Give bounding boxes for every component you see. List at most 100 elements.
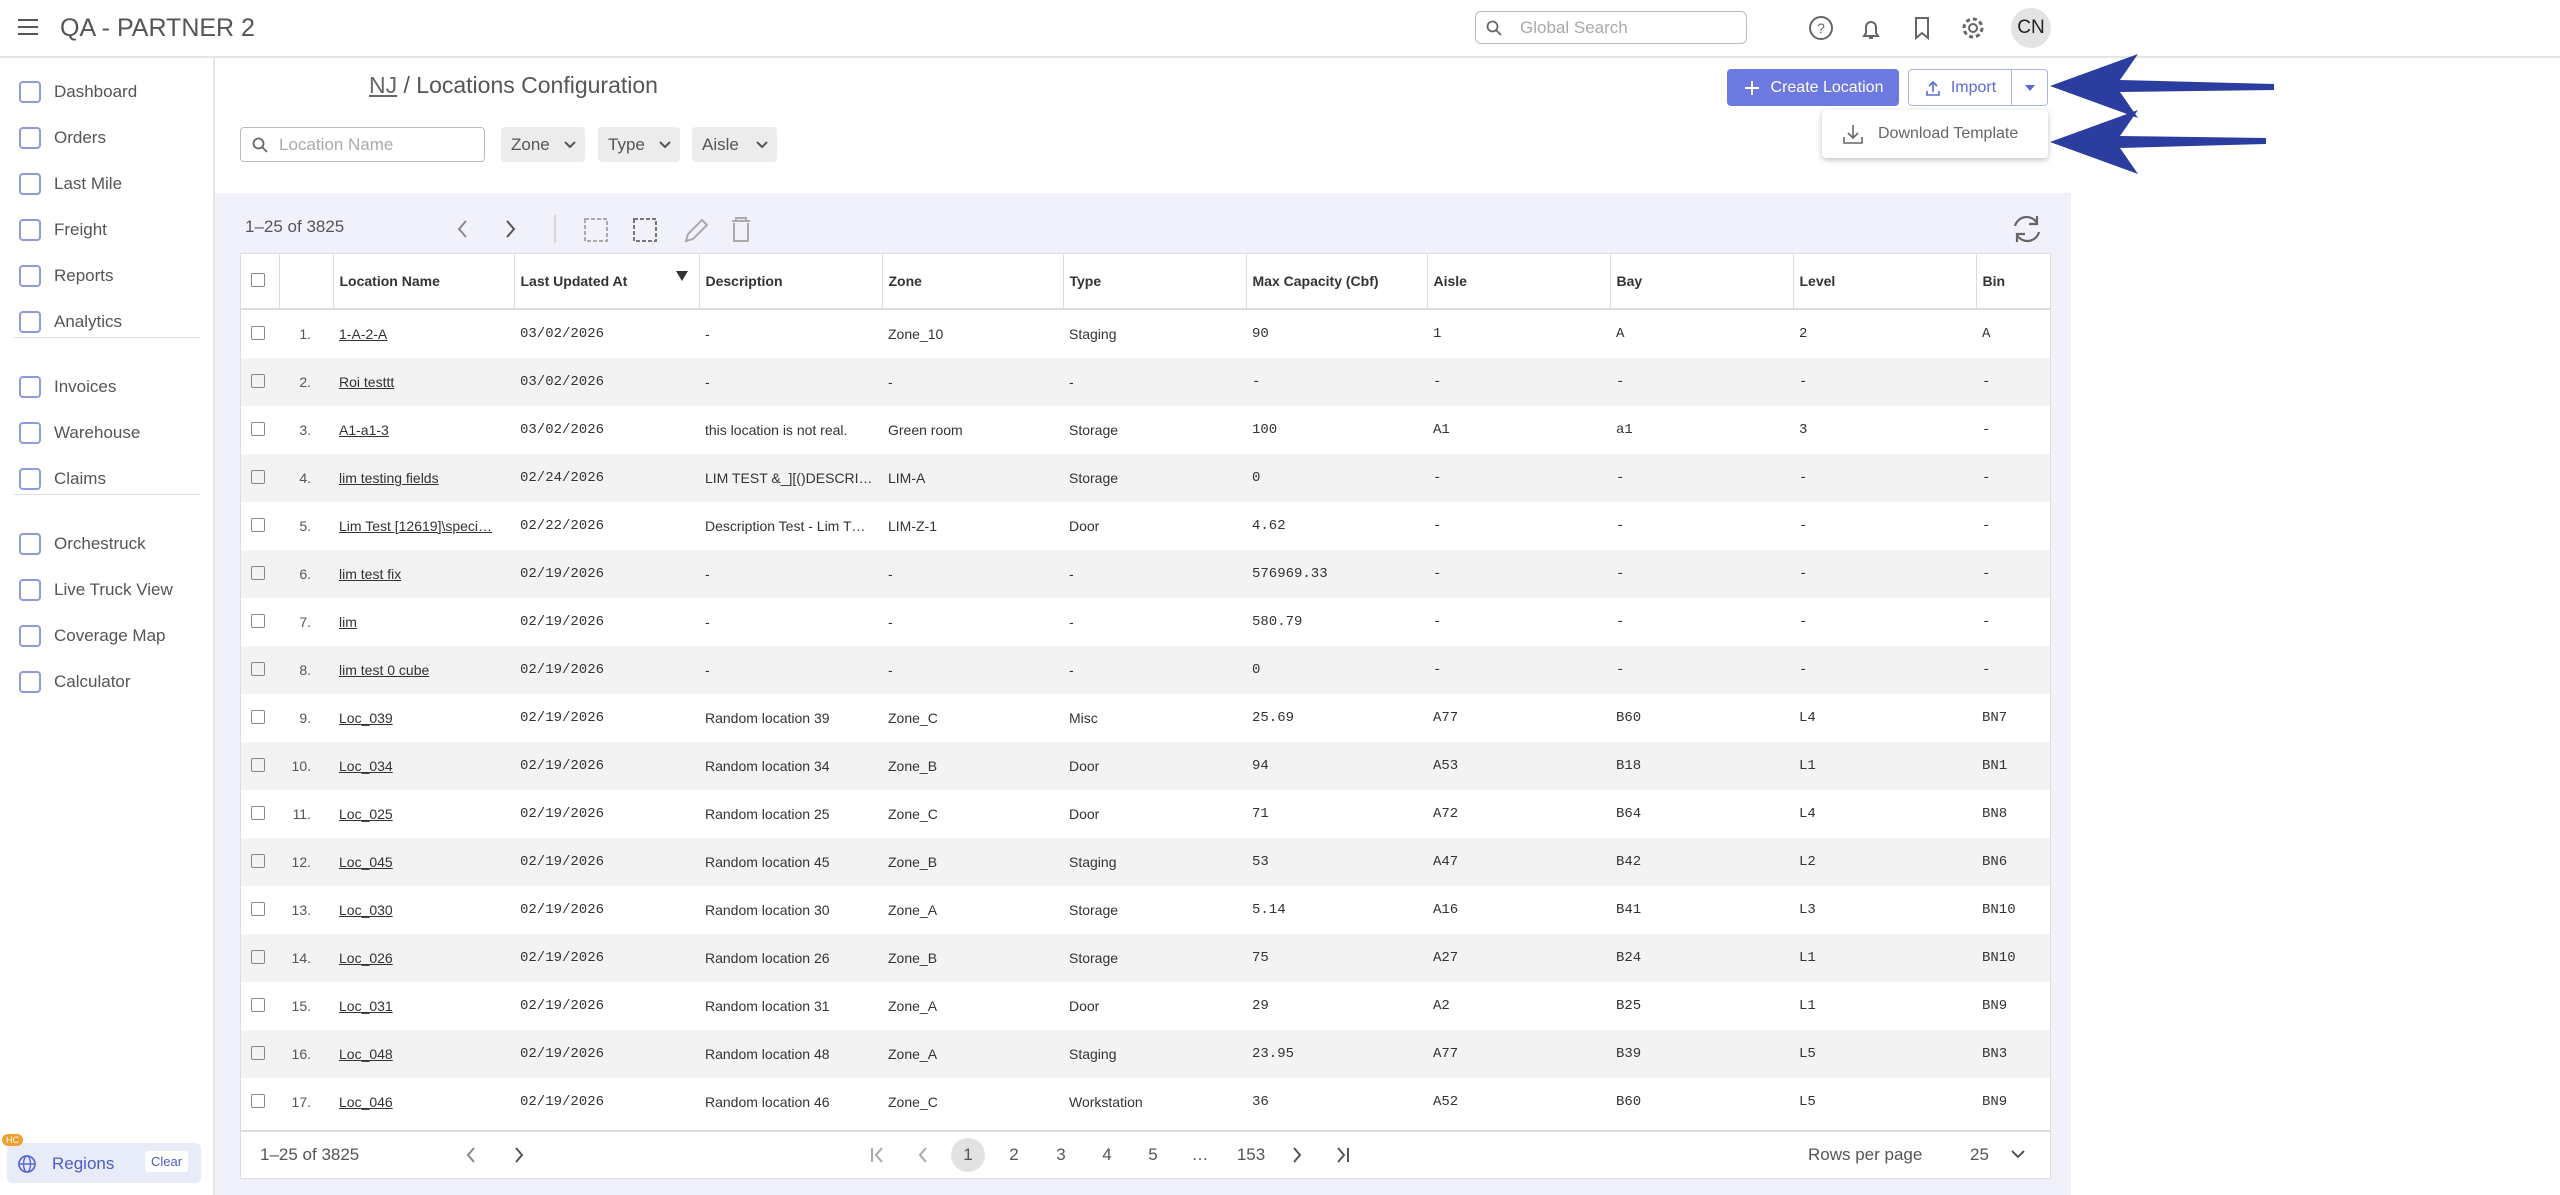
page-button[interactable]: … [1183,1138,1217,1172]
column-header[interactable]: Bin [1976,254,2051,309]
menu-button[interactable] [18,16,40,38]
page-button[interactable]: 153 [1232,1138,1270,1172]
qr-download-button[interactable] [634,219,656,241]
rows-per-page-caret[interactable] [2010,1148,2026,1162]
nav-item[interactable]: Orders [54,128,106,148]
checkbox[interactable] [251,326,265,340]
location-link[interactable]: lim [333,598,514,646]
first-page-button[interactable] [872,1148,882,1162]
location-link[interactable]: Loc_046 [333,1078,514,1126]
next-page-button[interactable] [507,221,514,237]
checkbox[interactable] [251,273,265,287]
location-link[interactable]: Lim Test [12619]\speci… [333,502,514,550]
delete-button[interactable] [732,218,750,241]
prev-button[interactable] [920,1148,926,1162]
column-header[interactable]: Type [1063,254,1246,309]
nav-item[interactable]: Analytics [54,312,122,332]
location-link[interactable]: lim testing fields [333,454,514,502]
bookmark-button[interactable] [1916,18,1928,38]
column-header[interactable]: Bay [1610,254,1793,309]
avatar[interactable]: CN [2011,8,2051,48]
location-link[interactable]: Loc_025 [333,790,514,838]
breadcrumb-parent[interactable]: NJ [369,72,397,98]
filter-dropdown[interactable]: Zone [501,127,585,162]
location-link[interactable]: lim test fix [333,550,514,598]
column-header[interactable]: Aisle [1427,254,1610,309]
checkbox[interactable] [251,374,265,388]
settings-button[interactable] [1964,19,1982,37]
nav-item[interactable]: Last Mile [54,174,122,194]
location-link[interactable]: Loc_039 [333,694,514,742]
last-page-button[interactable] [1338,1148,1348,1162]
filter-dropdown[interactable]: Type [598,127,680,162]
column-header[interactable]: Last Updated At [514,254,699,309]
location-link[interactable]: Loc_034 [333,742,514,790]
select-cell [241,838,279,886]
checkbox[interactable] [251,1046,265,1060]
page-button[interactable]: 1 [951,1138,985,1172]
checkbox[interactable] [251,710,265,724]
checkbox[interactable] [251,614,265,628]
nav-item[interactable]: Calculator [54,672,131,692]
location-link[interactable]: Loc_048 [333,1030,514,1078]
location-link[interactable]: Roi testtt [333,358,514,406]
help-button[interactable]: ? [1810,17,1832,39]
sort-icon[interactable] [675,270,689,282]
location-link[interactable]: Loc_031 [333,982,514,1030]
global-search[interactable]: Global Search [1475,11,1747,44]
nav-item[interactable]: Live Truck View [54,580,173,600]
nav-item[interactable]: Dashboard [54,82,137,102]
nav-item[interactable]: Invoices [54,377,116,397]
download-template-item[interactable]: Download Template [1822,110,2048,158]
checkbox[interactable] [251,950,265,964]
checkbox[interactable] [251,566,265,580]
column-header[interactable]: Level [1793,254,1976,309]
page-button[interactable]: 4 [1090,1138,1124,1172]
checkbox[interactable] [251,662,265,676]
footer-prev-button[interactable] [468,1148,474,1162]
rows-per-page-value[interactable]: 25 [1970,1145,1989,1165]
page-button[interactable]: 5 [1136,1138,1170,1172]
column-header[interactable]: Location Name [333,254,514,309]
edit-button[interactable] [686,220,707,241]
nav-item[interactable]: Claims [54,469,106,489]
location-search[interactable]: Location Name [240,127,485,162]
nav-item[interactable]: Reports [54,266,114,286]
create-location-button[interactable]: Create Location [1727,69,1899,106]
location-link[interactable]: 1-A-2-A [333,309,514,358]
footer-next-button[interactable] [516,1148,522,1162]
checkbox[interactable] [251,422,265,436]
checkbox[interactable] [251,806,265,820]
nav-item[interactable]: Coverage Map [54,626,166,646]
location-link[interactable]: Loc_045 [333,838,514,886]
column-header[interactable]: Description [699,254,882,309]
location-link[interactable]: lim test 0 cube [333,646,514,694]
location-link[interactable]: Loc_026 [333,934,514,982]
location-link[interactable]: A1-a1-3 [333,406,514,454]
column-header[interactable]: Zone [882,254,1063,309]
checkbox[interactable] [251,518,265,532]
column-header[interactable]: Max Capacity (Cbf) [1246,254,1427,309]
import-button[interactable]: Import [1908,69,2012,106]
nav-item[interactable]: Orchestruck [54,534,146,554]
clear-button[interactable]: Clear [145,1151,188,1172]
checkbox[interactable] [251,854,265,868]
checkbox[interactable] [251,998,265,1012]
page-button[interactable]: 3 [1044,1138,1078,1172]
regions-box[interactable]: Regions Clear [7,1143,201,1183]
page-button[interactable]: 2 [997,1138,1031,1172]
qr-button[interactable] [585,219,607,241]
nav-item[interactable]: Freight [54,220,107,240]
checkbox[interactable] [251,470,265,484]
filter-dropdown[interactable]: Aisle [692,127,777,162]
import-dropdown-button[interactable] [2012,69,2048,106]
checkbox[interactable] [251,1094,265,1108]
refresh-button[interactable] [2010,212,2044,246]
location-link[interactable]: Loc_030 [333,886,514,934]
next-button[interactable] [1294,1148,1300,1162]
notifications-button[interactable] [1864,22,1878,38]
checkbox[interactable] [251,758,265,772]
nav-item[interactable]: Warehouse [54,423,140,443]
prev-page-button[interactable] [459,221,466,237]
checkbox[interactable] [251,902,265,916]
